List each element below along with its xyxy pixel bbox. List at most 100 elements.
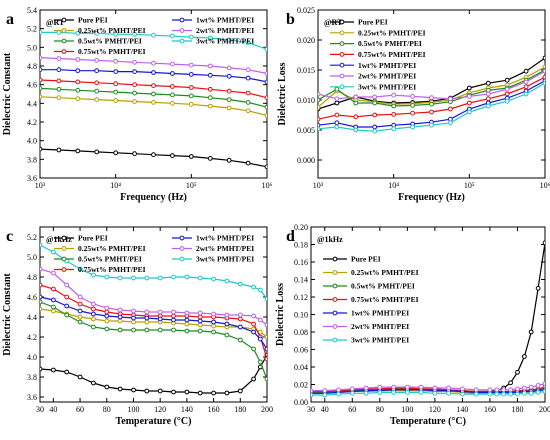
data-point	[171, 309, 176, 315]
data-point	[56, 95, 62, 101]
data-point	[94, 97, 100, 102]
y-axis-label: Dielectric Constant	[2, 273, 13, 356]
y-tick-label: 0.20	[294, 223, 308, 232]
data-point	[91, 316, 96, 322]
data-point	[117, 318, 123, 324]
data-point	[542, 55, 545, 61]
legend-marker	[339, 62, 345, 68]
data-point	[523, 84, 529, 90]
condition-label: @1kHz	[46, 235, 72, 244]
data-point	[197, 318, 203, 324]
data-point	[144, 315, 150, 321]
data-point	[237, 388, 243, 394]
data-point	[485, 96, 491, 102]
legend-marker	[179, 246, 185, 251]
data-point	[91, 301, 96, 307]
x-tick-label: 40	[321, 405, 329, 414]
data-point	[466, 100, 472, 106]
data-point	[211, 319, 217, 325]
data-point	[75, 96, 81, 102]
data-point	[377, 390, 383, 395]
legend-marker	[61, 17, 67, 23]
data-point	[184, 317, 190, 323]
data-point	[51, 308, 56, 314]
plot-frame	[39, 226, 268, 403]
y-tick-label: 5.2	[27, 25, 37, 34]
data-point	[224, 390, 230, 396]
data-point	[251, 329, 257, 335]
data-point	[170, 153, 175, 159]
data-point	[104, 384, 110, 390]
data-point	[264, 356, 267, 362]
x-tick-label: 160	[484, 405, 496, 414]
data-point	[77, 301, 83, 307]
data-point	[391, 126, 397, 132]
plot-frame	[310, 226, 546, 403]
series-w2	[40, 266, 267, 328]
y-tick-label: 0.00	[294, 398, 308, 407]
y-tick-label: 4.8	[27, 273, 37, 282]
legend-marker	[61, 267, 67, 272]
y-tick-label: 0.14	[294, 276, 308, 285]
series-w1	[40, 294, 267, 352]
x-tick-label: 120	[154, 405, 166, 414]
data-point	[224, 312, 230, 318]
data-point	[322, 388, 328, 394]
data-point	[113, 150, 119, 156]
data-point	[245, 108, 251, 114]
data-point	[429, 122, 434, 128]
y-tick-label: 0.12	[294, 293, 308, 302]
y-tick-label: 5.0	[27, 43, 37, 52]
data-point	[157, 388, 163, 394]
data-point	[151, 91, 156, 97]
y-tick-label: 0.08	[294, 328, 308, 337]
data-point	[363, 385, 369, 391]
y-tick-label: 0.06	[294, 346, 308, 355]
series-w05	[40, 86, 267, 110]
legend-label: 0.75wt% PMHT/PEI	[78, 265, 146, 274]
data-point	[264, 104, 267, 110]
data-point	[264, 79, 267, 85]
data-point	[264, 346, 267, 352]
data-point	[91, 311, 96, 317]
series-line	[40, 296, 267, 350]
data-point	[334, 86, 340, 92]
legend-label: 3wt% PMHT/PEI	[358, 82, 416, 91]
data-point	[75, 148, 81, 154]
data-point	[184, 310, 190, 316]
data-point	[429, 109, 434, 115]
data-point	[353, 127, 359, 133]
data-point	[207, 72, 213, 78]
data-point	[446, 385, 452, 391]
data-point	[207, 63, 213, 69]
data-point	[40, 242, 43, 248]
data-point	[237, 281, 243, 287]
data-point	[64, 282, 70, 288]
series-w025	[40, 94, 267, 118]
data-point	[334, 100, 340, 106]
x-tick-label: 100	[127, 405, 139, 414]
x-tick-label: 30	[36, 405, 44, 414]
data-point	[494, 391, 500, 397]
data-point	[56, 56, 62, 61]
x-tick-label: 80	[376, 405, 384, 414]
data-point	[410, 94, 416, 99]
series-line	[311, 389, 545, 394]
legend-label: 0.5wt% PMHT/PEI	[358, 39, 422, 48]
data-point	[504, 98, 510, 104]
data-point	[188, 62, 194, 68]
y-tick-label: 4.2	[27, 333, 37, 342]
data-point	[211, 390, 217, 396]
data-point	[117, 275, 123, 281]
y-tick-label: 4.4	[27, 313, 37, 322]
data-point	[372, 124, 378, 130]
data-point	[197, 310, 203, 316]
data-point	[410, 110, 416, 116]
x-tick-label: 140	[456, 405, 468, 414]
data-point	[523, 79, 529, 85]
data-point	[144, 319, 150, 325]
data-point	[487, 391, 493, 397]
x-tick-label: 120	[429, 405, 441, 414]
